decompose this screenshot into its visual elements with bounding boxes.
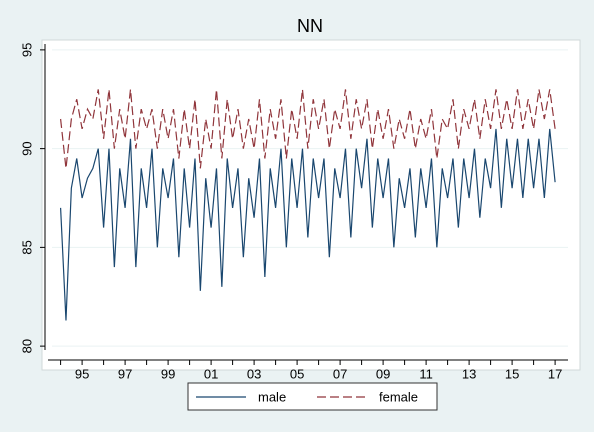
y-tick-label: 85 [19,240,34,254]
x-tick-label: 99 [161,366,175,381]
x-tick-label: 97 [118,366,132,381]
x-tick-label: 05 [290,366,304,381]
legend-label: female [379,389,418,404]
x-tick-label: 01 [204,366,218,381]
x-tick-label: 95 [75,366,89,381]
chart-title: NN [297,16,323,36]
x-tick-label: 09 [376,366,390,381]
legend-label: male [258,389,286,404]
y-tick-label: 90 [19,141,34,155]
y-tick-label: 95 [19,43,34,57]
x-tick-label: 15 [505,366,519,381]
x-tick-label: 03 [247,366,261,381]
series-line [60,89,556,169]
series-line [60,128,556,321]
plot-region [41,39,581,371]
y-tick-label: 80 [19,339,34,353]
x-tick-label: 07 [333,366,347,381]
x-tick-label: 17 [548,366,562,381]
x-tick-label: 13 [462,366,476,381]
x-tick-label: 11 [419,366,433,381]
